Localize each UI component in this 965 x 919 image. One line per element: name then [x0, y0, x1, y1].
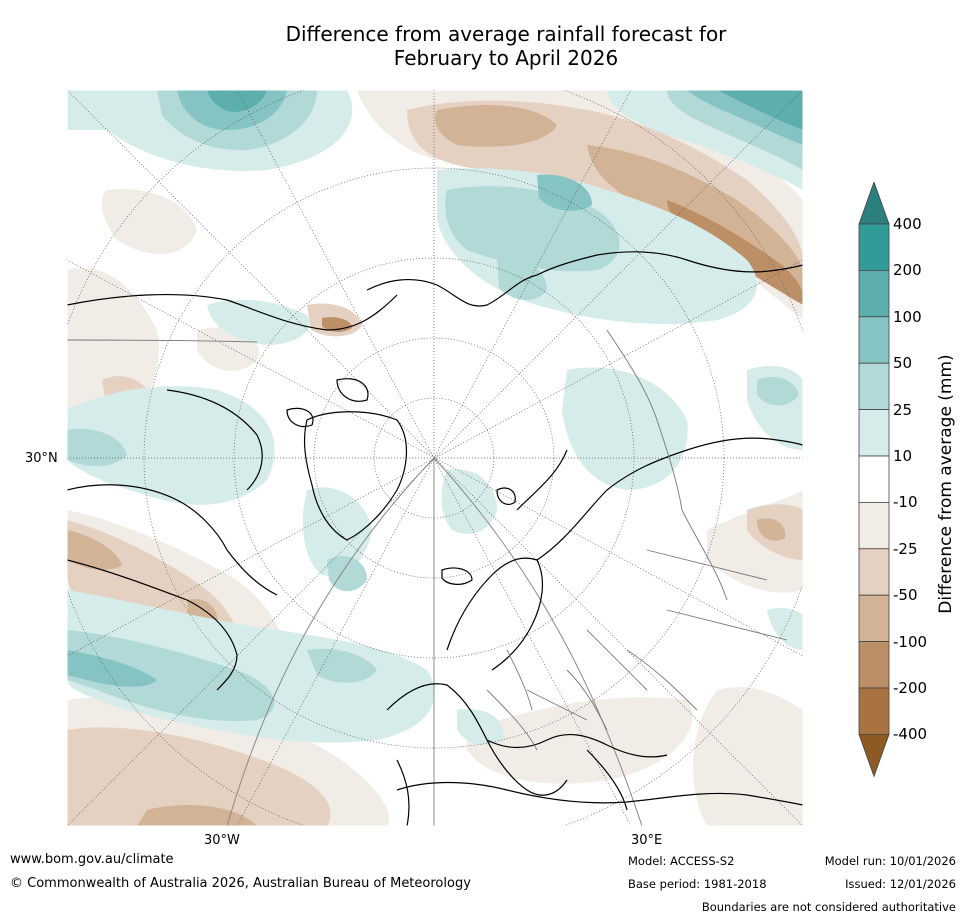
colorbar-tick-label: -25 [893, 539, 918, 558]
colorbar-segment [858, 316, 890, 364]
colorbar-tick-label: -10 [893, 493, 918, 512]
colorbar-segment [858, 641, 890, 689]
colorbar-extend-bottom [858, 734, 890, 778]
website-link[interactable]: www.bom.gov.au/climate [10, 852, 174, 867]
colorbar-segment [858, 223, 890, 271]
colorbar-tick-label: 400 [893, 215, 922, 233]
base-period-text: Base period: 1981-2018 [628, 877, 767, 891]
colorbar-segment [858, 409, 890, 457]
issued-text: Issued: 12/01/2026 [845, 877, 956, 891]
model-run-text: Model run: 10/01/2026 [824, 854, 956, 868]
colorbar-tick-label: 100 [893, 307, 922, 326]
colorbar-tick-label: 25 [893, 400, 913, 419]
colorbar-segment [858, 362, 890, 410]
map-title-line1: Difference from average rainfall forecas… [285, 22, 727, 46]
colorbar-tick-label: -200 [893, 679, 928, 697]
rainfall-map[interactable] [67, 90, 803, 826]
lat-label-30n: 30°N [25, 451, 58, 466]
colorbar-extend-top [858, 182, 890, 225]
country-boundaries [67, 329, 788, 751]
lon-label-30w: 30°W [204, 833, 240, 848]
colorbar-tick-label: 50 [893, 354, 913, 373]
coastlines [67, 251, 803, 826]
colorbar-title: Difference from average (mm) [936, 354, 956, 614]
colorbar-segment [858, 687, 890, 735]
colorbar-segments [858, 182, 890, 778]
colorbar-tick-label: -400 [893, 725, 928, 744]
model-text: Model: ACCESS-S2 [628, 854, 735, 868]
colorbar-tick-label: 10 [893, 447, 913, 465]
colorbar [858, 182, 890, 778]
meridian-lines [226, 457, 643, 826]
anomaly-layer-pos100 [207, 90, 803, 130]
lon-label-30e: 30°E [631, 833, 663, 848]
colorbar-tick-label: 200 [893, 261, 922, 280]
map-title: Difference from average rainfall forecas… [70, 22, 942, 70]
colorbar-segment [858, 501, 890, 550]
colorbar-segment [858, 270, 890, 318]
colorbar-segment [858, 548, 890, 596]
colorbar-segment [858, 455, 890, 503]
colorbar-tick-label: -50 [893, 586, 918, 605]
colorbar-tick-label: -100 [893, 632, 928, 651]
disclaimer-text: Boundaries are not considered authoritat… [701, 900, 956, 914]
colorbar-segment [858, 594, 890, 643]
copyright-text: © Commonwealth of Australia 2026, Austra… [10, 876, 471, 891]
map-canvas [67, 90, 803, 826]
map-title-line2: February to April 2026 [393, 46, 619, 70]
